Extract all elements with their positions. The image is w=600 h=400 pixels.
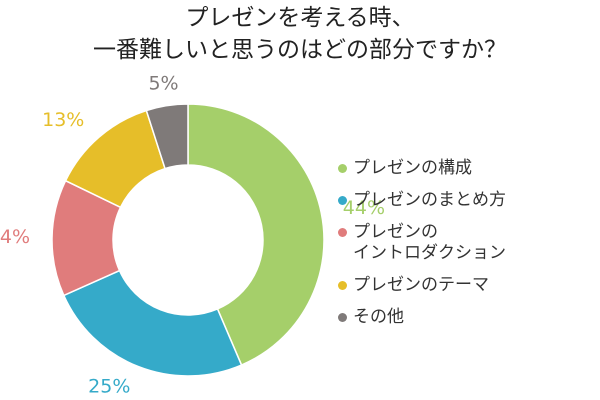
chart-legend: プレゼンの構成プレゼンのまとめ方プレゼンの イントロダクションプレゼンのテーマそ… (338, 158, 598, 339)
chart-title-line-2: 一番難しいと思うのはどの部分ですか？ (93, 37, 507, 63)
legend-marker (338, 196, 347, 205)
legend-marker (338, 228, 347, 237)
legend-label: その他 (353, 307, 404, 327)
legend-marker (338, 313, 347, 322)
slice-data-label-4: 13% (42, 109, 84, 131)
legend-item-4: プレゼンのテーマ (338, 275, 598, 296)
slice-data-label-5: 5% (148, 72, 178, 94)
donut-slice-5 (145, 103, 189, 170)
legend-item-5: その他 (338, 307, 598, 328)
legend-item-1: プレゼンの構成 (338, 158, 598, 179)
chart-title: プレゼンを考える時、 一番難しいと思うのはどの部分ですか？ (0, 2, 600, 66)
slice-data-label-1: 44% (343, 197, 385, 219)
legend-item-2: プレゼンのまとめ方 (338, 190, 598, 211)
legend-label: プレゼンのテーマ (353, 275, 489, 295)
donut-slice-1 (187, 103, 325, 367)
legend-marker (338, 164, 347, 173)
legend-item-3: プレゼンの イントロダクション (338, 222, 598, 264)
slice-data-label-2: 25% (88, 376, 130, 398)
slice-data-label-3: 14% (0, 226, 30, 248)
legend-label: プレゼンの イントロダクション (353, 222, 506, 263)
legend-marker (338, 281, 347, 290)
chart-title-line-1: プレゼンを考える時、 (185, 5, 415, 31)
legend-label: プレゼンの構成 (353, 158, 472, 178)
legend-label: プレゼンのまとめ方 (353, 190, 506, 210)
donut-slice-2 (62, 269, 243, 377)
